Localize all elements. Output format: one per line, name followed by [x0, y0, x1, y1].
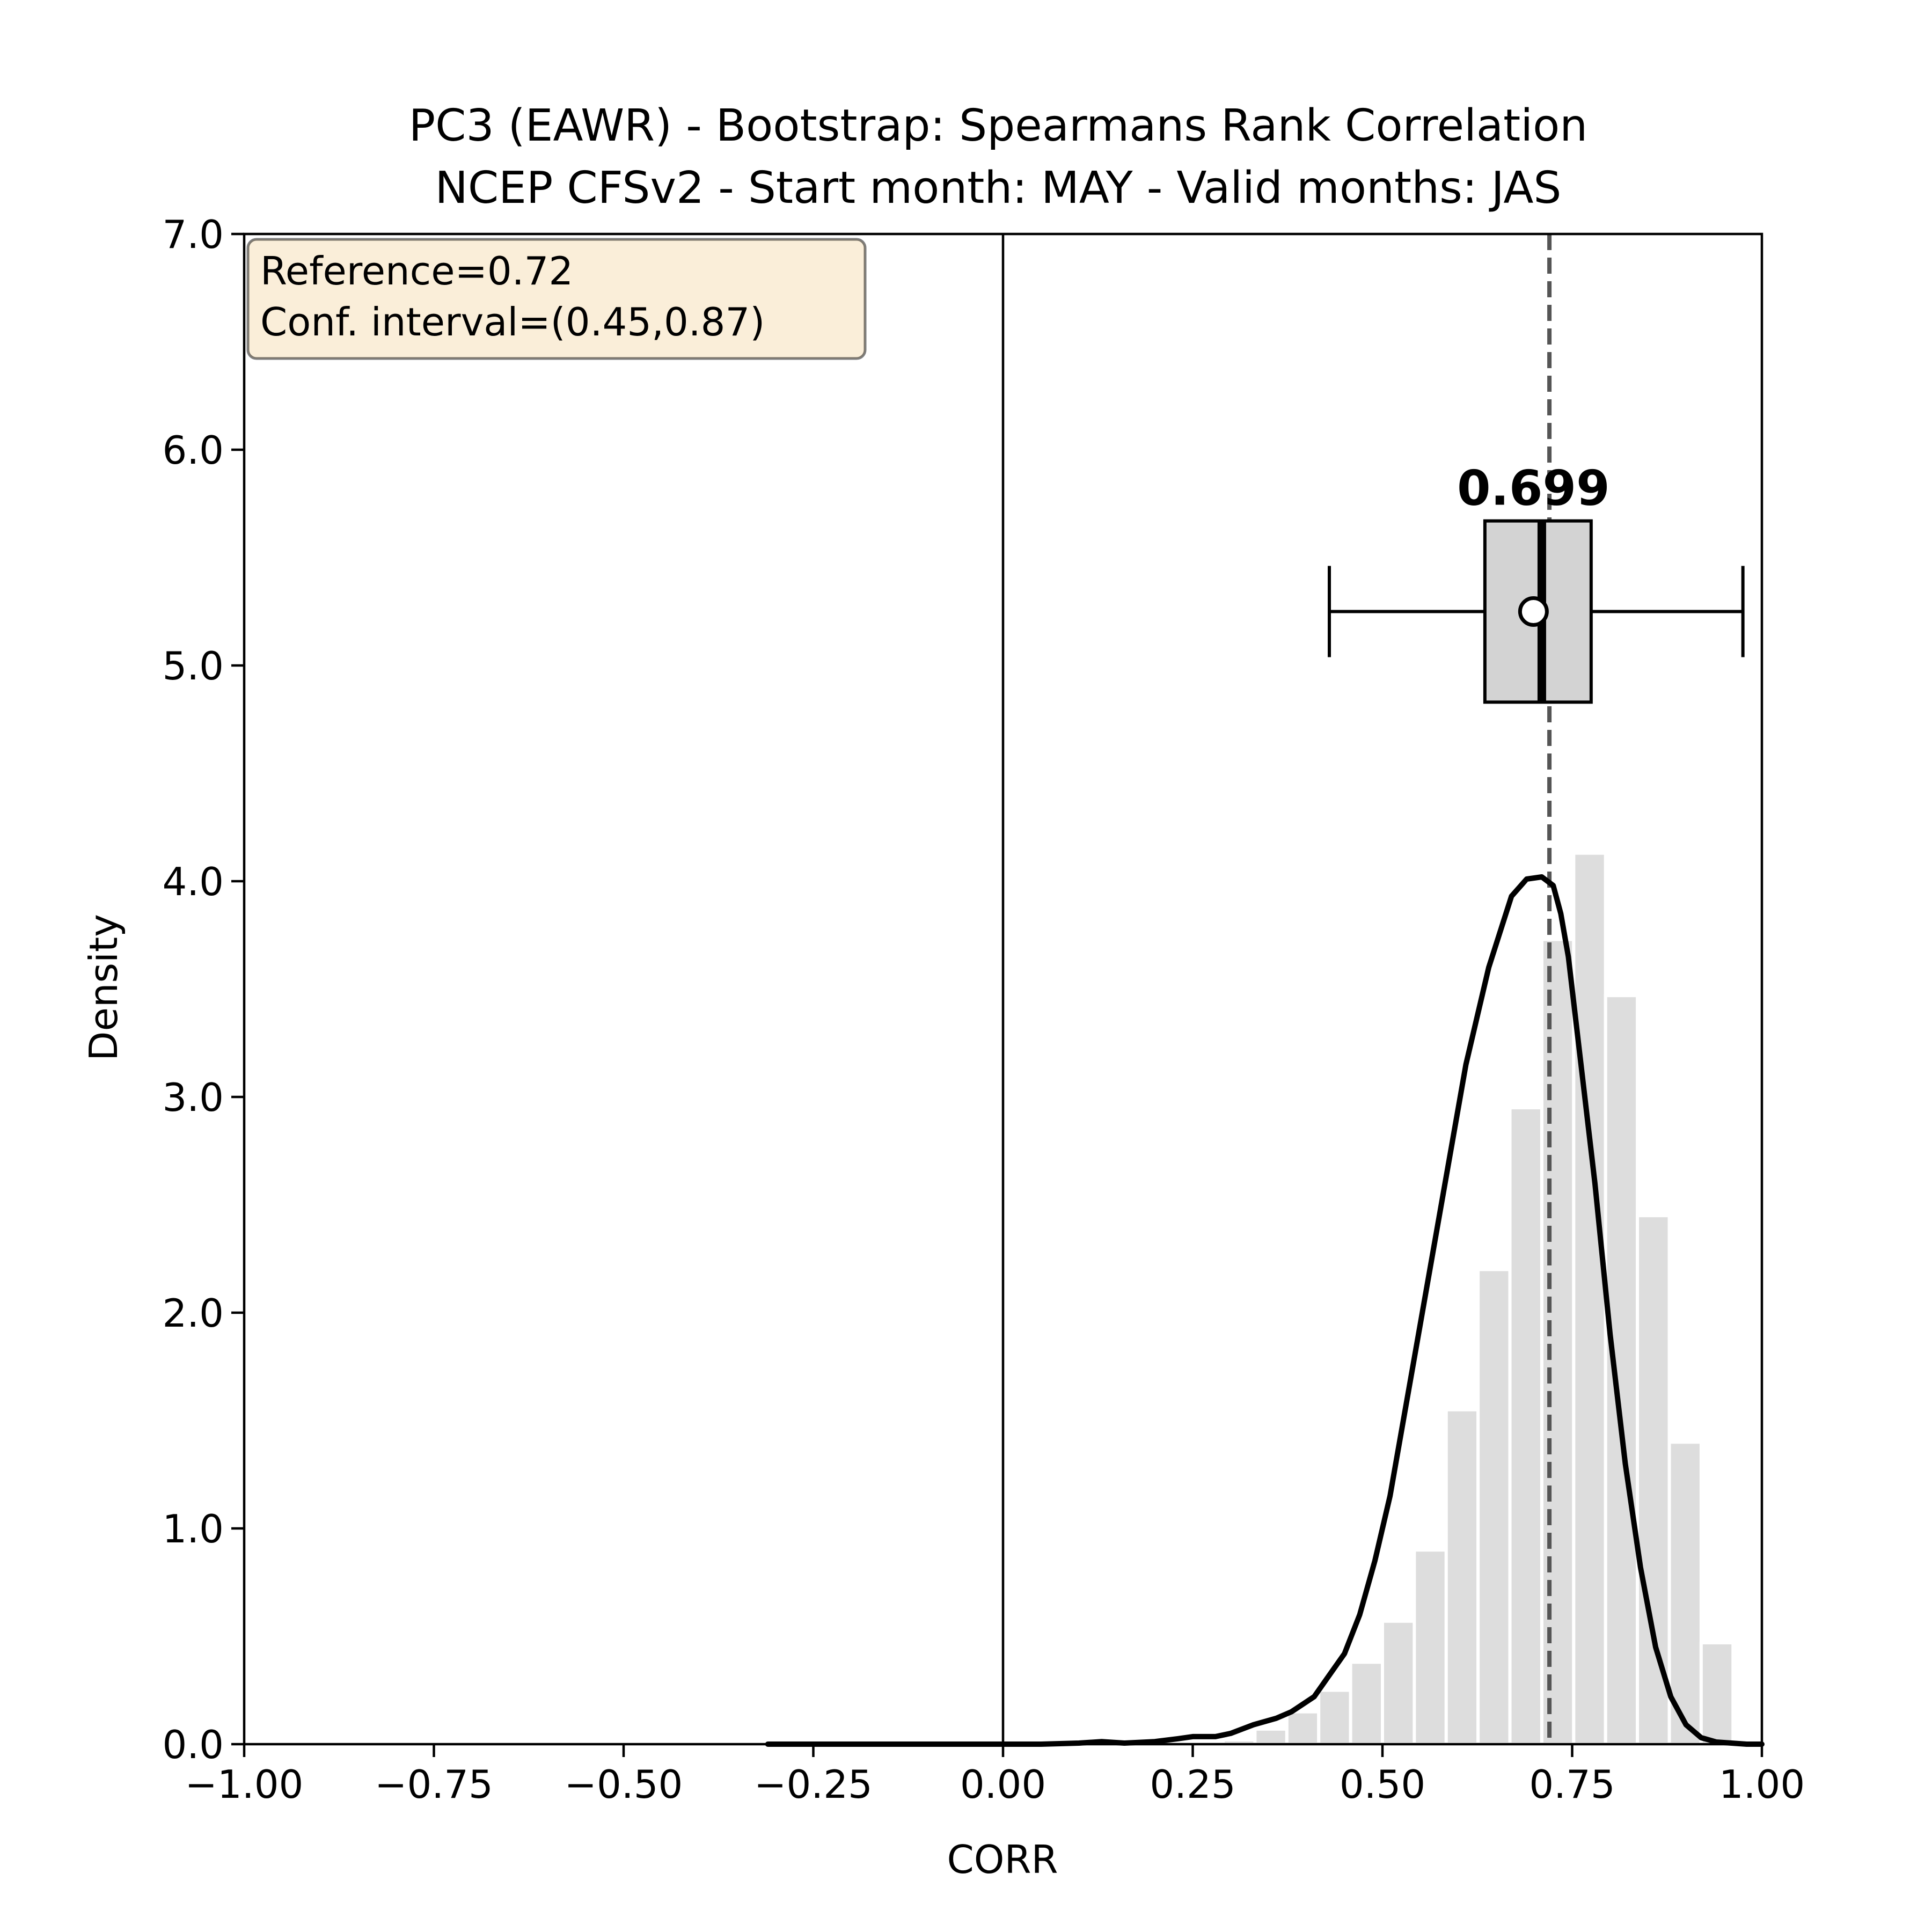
histogram-bar	[1253, 1727, 1289, 1746]
y-tick-label: 6.0	[162, 428, 224, 473]
histogram-bar	[1381, 1619, 1416, 1746]
histogram-bar	[1604, 994, 1640, 1746]
y-axis-label: Density	[81, 914, 126, 1061]
histogram-bar	[1317, 1688, 1352, 1746]
y-tick-label: 7.0	[162, 212, 224, 257]
x-axis-label: CORR	[947, 1837, 1058, 1882]
y-tick-label: 5.0	[162, 643, 224, 689]
y-tick-label: 4.0	[162, 859, 224, 904]
x-tick-label: −1.00	[185, 1762, 304, 1807]
y-axis-ticks: 0.0 1.0 2.0 3.0 4.0 5.0 6.0 7.0	[162, 212, 244, 1767]
x-tick-label: 0.75	[1529, 1762, 1615, 1807]
histogram-bar	[1413, 1548, 1448, 1746]
histogram-bar	[1540, 938, 1576, 1746]
chart-title: PC3 (EAWR) - Bootstrap: Spearmans Rank C…	[409, 100, 1588, 151]
x-tick-label: −0.75	[375, 1762, 493, 1807]
x-tick-label: −0.25	[754, 1762, 873, 1807]
histogram-bar	[1285, 1710, 1321, 1746]
info-box: Reference=0.72 Conf. interval=(0.45,0.87…	[246, 238, 867, 360]
x-axis-ticks: −1.00 −0.75 −0.50 −0.25 0.00 0.25 0.50 0.75 1.00	[185, 1744, 1805, 1807]
info-box-background	[246, 238, 867, 360]
y-tick-label: 0.0	[162, 1722, 224, 1767]
boxplot-group: 0.699	[1328, 460, 1745, 704]
histogram-bars	[1221, 851, 1735, 1746]
kde-curve	[765, 874, 1765, 1747]
y-tick-label: 1.0	[162, 1506, 224, 1552]
boxplot-mean-label: 0.699	[1457, 460, 1610, 517]
histogram-bar	[1444, 1408, 1480, 1746]
histogram-bar	[1572, 851, 1607, 1746]
histogram-bar	[1508, 1106, 1543, 1746]
histogram-bar	[1636, 1214, 1671, 1746]
x-tick-label: −0.50	[565, 1762, 683, 1807]
y-tick-label: 2.0	[162, 1291, 224, 1336]
y-tick-label: 3.0	[162, 1075, 224, 1120]
x-tick-label: 0.25	[1150, 1762, 1235, 1807]
histogram-bar	[1349, 1660, 1385, 1746]
histogram-bar	[1476, 1268, 1512, 1746]
info-box-reference-text: Reference=0.72	[260, 248, 573, 294]
chart-subtitle: NCEP CFSv2 - Start month: MAY - Valid mo…	[435, 163, 1562, 214]
histogram-bar	[1699, 1641, 1735, 1746]
info-box-interval-text: Conf. interval=(0.45,0.87)	[260, 299, 765, 345]
x-tick-label: 0.50	[1340, 1762, 1425, 1807]
x-tick-label: 0.00	[960, 1762, 1046, 1807]
kde-curve-group	[765, 874, 1765, 1747]
histogram-bar	[1667, 1440, 1703, 1746]
boxplot-mean-marker	[1518, 596, 1549, 627]
x-tick-label: 1.00	[1719, 1762, 1805, 1807]
